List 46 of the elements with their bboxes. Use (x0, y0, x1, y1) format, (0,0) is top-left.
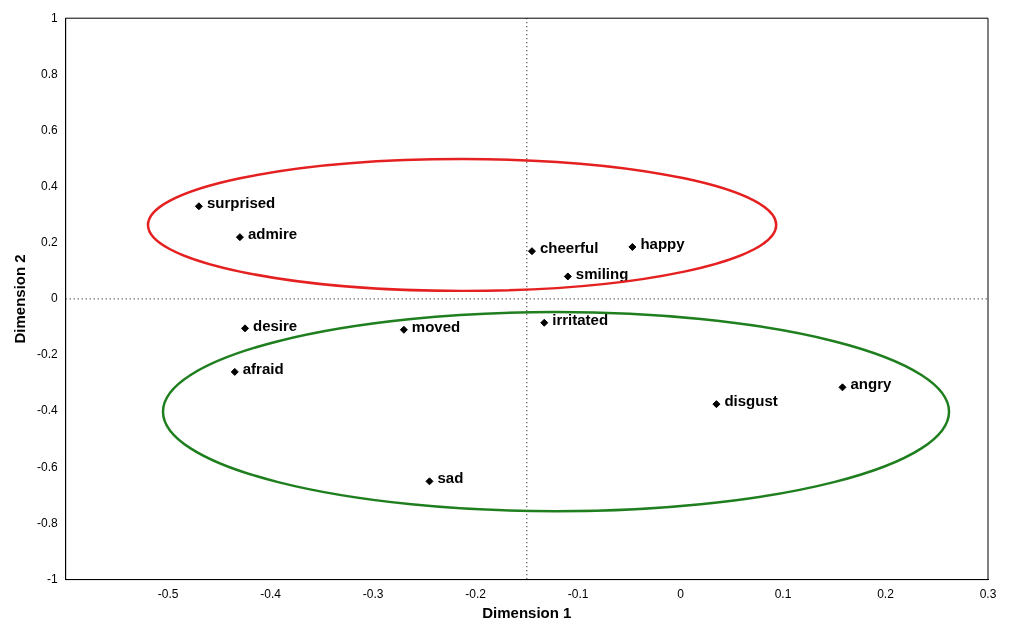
annotation: sad (437, 469, 464, 487)
x-tick-label: -0.2 (465, 587, 487, 602)
x-tick-label: 0.2 (877, 587, 895, 602)
y-tick-label: 0.8 (40, 66, 58, 81)
point (527, 247, 536, 256)
x-tick-label: -0.4 (260, 587, 282, 602)
x-tick-label: 0.1 (774, 587, 792, 602)
x-tick-label: -0.5 (157, 587, 179, 602)
y-tick-label: -0.8 (36, 515, 58, 530)
x-axis-title: Dimension 1 (482, 604, 572, 622)
annotation: disgust (724, 392, 778, 410)
x-tick-label: -0.1 (567, 587, 589, 602)
point (235, 233, 244, 242)
y-tick-label: 0.6 (40, 122, 58, 137)
point (194, 202, 203, 211)
y-tick-label: 0.4 (40, 178, 58, 193)
point (628, 242, 637, 251)
y-tick-label: -0.2 (36, 347, 58, 362)
x-tick-label: -0.3 (362, 587, 384, 602)
point (838, 383, 847, 392)
point (563, 272, 572, 281)
annotation: cheerful (539, 239, 599, 257)
y-tick-label: 1 (50, 10, 58, 25)
x-tick-label: 0 (677, 587, 685, 602)
point (399, 325, 408, 334)
y-axis-title: Dimension 2 (11, 254, 29, 344)
annotation: afraid (242, 360, 284, 378)
y-tick-label: 0.2 (40, 235, 58, 250)
annotation: smiling (575, 264, 629, 282)
point (230, 367, 239, 376)
point (425, 477, 434, 486)
annotation: irritated (552, 310, 609, 328)
y-tick-label: 0 (50, 291, 58, 306)
annotation: surprised (206, 194, 276, 212)
annotation: angry (850, 375, 892, 393)
y-tick-label: -0.4 (36, 403, 58, 418)
x-tick-label: 0.3 (979, 587, 997, 602)
annotation: happy (640, 235, 686, 253)
point (241, 324, 250, 333)
annotation: desire (253, 316, 298, 334)
point (712, 400, 721, 409)
annotation: moved (411, 317, 461, 335)
point (540, 318, 549, 327)
annotation: admire (247, 225, 298, 243)
y-tick-label: -1 (47, 571, 58, 586)
y-tick-label: -0.6 (36, 459, 58, 474)
